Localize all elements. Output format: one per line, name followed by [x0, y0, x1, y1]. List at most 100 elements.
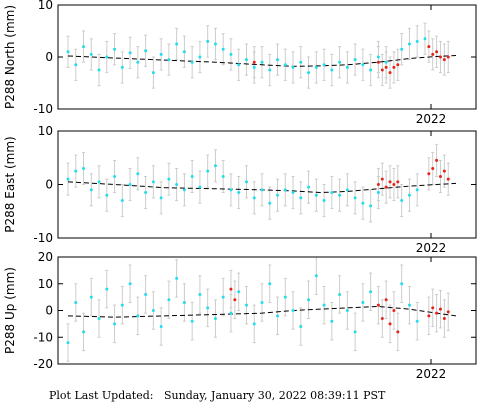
- historic-point: [252, 65, 256, 69]
- historic-point: [276, 314, 280, 318]
- historic-point: [361, 63, 365, 67]
- historic-point: [314, 193, 318, 197]
- panel-1: -10 0 10 2022 P288 North (mm): [3, 0, 477, 126]
- historic-point: [322, 199, 326, 203]
- historic-point: [299, 196, 303, 200]
- recent-point: [392, 309, 396, 312]
- historic-point: [221, 47, 225, 51]
- historic-point: [330, 68, 334, 72]
- recent-point: [252, 60, 256, 64]
- historic-point: [151, 180, 155, 184]
- historic-point: [369, 204, 373, 208]
- historic-point: [190, 174, 194, 178]
- recent-point: [442, 169, 446, 173]
- trend-line: [67, 305, 457, 318]
- historic-point: [338, 292, 342, 296]
- historic-point: [74, 63, 78, 67]
- historic-point: [128, 183, 132, 186]
- recent-point: [427, 45, 431, 49]
- recent-point: [229, 287, 233, 291]
- historic-point: [260, 300, 264, 304]
- historic-point: [345, 65, 349, 69]
- historic-point: [74, 300, 78, 304]
- historic-point: [268, 282, 272, 286]
- historic-point: [159, 325, 163, 329]
- historic-point: [105, 287, 109, 291]
- historic-point: [120, 65, 124, 69]
- y-tick-label: 20: [38, 250, 53, 264]
- historic-point: [407, 303, 411, 307]
- historic-point: [167, 298, 171, 302]
- y-tick-label: 10: [38, 0, 53, 12]
- y-axis-label: P288 Up (mm): [3, 267, 17, 354]
- historic-point: [237, 63, 241, 67]
- historic-point: [361, 300, 365, 304]
- historic-point: [237, 290, 241, 294]
- historic-point: [307, 185, 311, 189]
- historic-point: [400, 199, 404, 203]
- historic-point: [113, 174, 117, 178]
- recent-point: [431, 306, 435, 310]
- historic-point: [314, 274, 318, 278]
- historic-point: [237, 191, 241, 195]
- historic-point: [369, 68, 373, 72]
- historic-point: [252, 196, 256, 200]
- historic-point: [66, 50, 70, 54]
- historic-point: [82, 330, 86, 334]
- historic-point: [276, 193, 280, 197]
- historic-point: [407, 193, 411, 197]
- recent-point: [388, 71, 392, 75]
- recent-point: [384, 185, 388, 189]
- historic-point: [120, 303, 124, 307]
- recent-point: [435, 311, 439, 315]
- historic-point: [229, 188, 233, 192]
- historic-point: [299, 325, 303, 329]
- historic-point: [213, 164, 217, 168]
- y-tick-label: 0: [45, 304, 53, 318]
- historic-point: [97, 317, 101, 321]
- historic-point: [190, 319, 194, 323]
- recent-point: [438, 307, 442, 311]
- historic-point: [400, 282, 404, 286]
- historic-point: [213, 42, 217, 46]
- recent-point: [380, 317, 384, 321]
- historic-point: [175, 42, 179, 46]
- recent-point: [388, 322, 392, 326]
- historic-point: [338, 60, 342, 64]
- historic-point: [353, 196, 357, 200]
- panel-2: -10 0 10 2022 P288 East (mm): [3, 124, 477, 255]
- historic-point: [128, 51, 132, 55]
- historic-point: [276, 58, 280, 62]
- historic-point: [175, 276, 179, 280]
- historic-point: [198, 185, 202, 189]
- historic-point: [206, 39, 210, 43]
- historic-point: [159, 52, 163, 56]
- recent-point: [438, 55, 442, 59]
- historic-point: [89, 188, 93, 192]
- historic-point: [66, 177, 70, 181]
- historic-point: [345, 309, 349, 312]
- historic-point: [74, 169, 78, 173]
- historic-point: [260, 60, 264, 64]
- historic-point: [299, 60, 303, 64]
- recent-point: [380, 177, 384, 181]
- historic-point: [182, 188, 186, 192]
- recent-point: [446, 55, 450, 59]
- historic-point: [415, 319, 419, 323]
- recent-point: [392, 65, 396, 69]
- historic-point: [151, 71, 155, 75]
- historic-point: [244, 180, 248, 184]
- historic-point: [423, 37, 427, 41]
- historic-point: [244, 58, 248, 62]
- recent-point: [427, 314, 431, 318]
- x-tick-label: 2022: [416, 241, 447, 255]
- recent-point: [388, 180, 392, 184]
- historic-point: [415, 39, 419, 43]
- historic-point: [283, 188, 287, 192]
- historic-point: [400, 47, 404, 51]
- historic-point: [291, 65, 295, 69]
- historic-point: [330, 191, 334, 195]
- historic-point: [229, 52, 233, 56]
- historic-point: [89, 295, 93, 299]
